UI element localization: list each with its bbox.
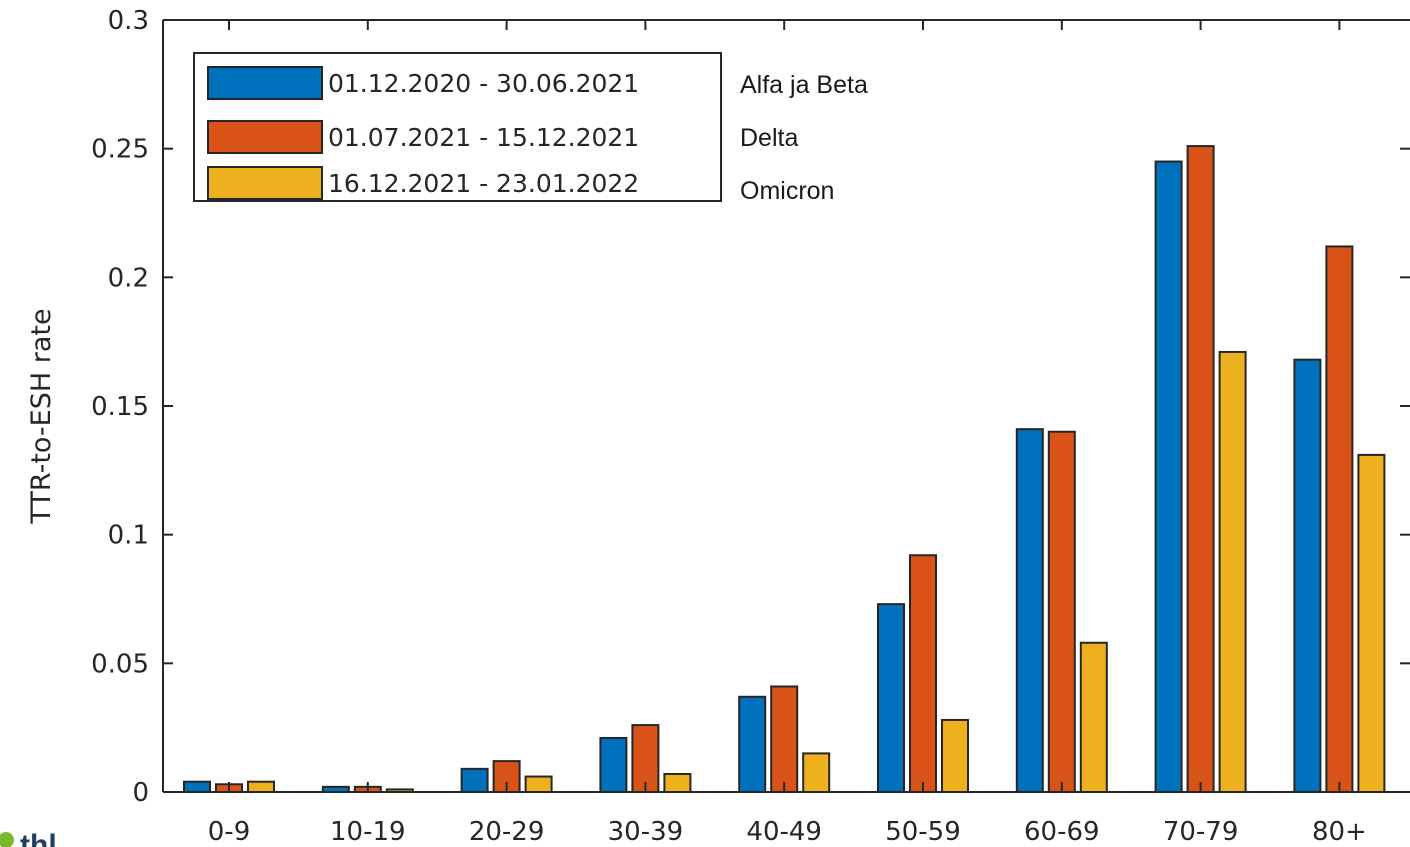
variant-label: Omicron — [740, 177, 834, 205]
bar-60-69-series-3 — [1079, 641, 1108, 793]
bar-50-59-series-3 — [941, 718, 969, 793]
bar-30-39-series-3 — [663, 772, 692, 794]
bar-30-39-series-1 — [599, 736, 628, 794]
y-axis-label: TTR-to-ESH rate — [26, 308, 57, 524]
y-tick-labels: 0 0.05 0.1 0.15 0.2 0.25 0.3 — [91, 6, 149, 808]
variant-labels: Alfa ja Beta Delta Omicron — [740, 71, 868, 205]
bar-20-29-series-1 — [460, 767, 489, 794]
bar-40-49-series-3 — [802, 752, 831, 794]
bar-40-49-series-1 — [738, 695, 767, 794]
bar-50-59-series-2 — [909, 554, 937, 794]
legend-swatch — [207, 166, 323, 200]
bar-60-69-series-2 — [1047, 430, 1076, 793]
x-tick-label: 10-19 — [330, 817, 406, 847]
bar-0-9-series-1 — [183, 780, 211, 793]
legend-entry-text: 01.07.2021 - 15.12.2021 — [328, 123, 639, 152]
y-tick-label: 0 — [132, 778, 149, 808]
legend: 01.12.2020 - 30.06.2021 01.07.2021 - 15.1… — [193, 52, 722, 202]
logo-text: thl — [20, 829, 57, 847]
y-tick-label: 0.3 — [108, 6, 149, 36]
x-tick-label: 20-29 — [469, 817, 545, 847]
y-tick-label: 0.2 — [108, 263, 149, 293]
legend-entry-text: 16.12.2021 - 23.01.2022 — [328, 169, 639, 198]
x-tick-label: 50-59 — [885, 817, 961, 847]
bar-0-9-series-3 — [247, 780, 275, 793]
x-tick-label: 80+ — [1312, 817, 1367, 847]
bar-70-79-series-1 — [1154, 160, 1183, 794]
bar-30-39-series-2 — [631, 724, 660, 793]
variant-label: Alfa ja Beta — [740, 71, 868, 99]
bar-80+-series-3 — [1357, 453, 1386, 793]
x-tick-labels: 0-9 10-19 20-29 30-39 40-49 50-59 60-69 70-79 80… — [208, 817, 1367, 847]
bar-60-69-series-1 — [1015, 428, 1044, 793]
x-tick-label: 30-39 — [608, 817, 684, 847]
x-tick-label: 40-49 — [746, 817, 822, 847]
legend-swatch — [207, 120, 323, 154]
bar-40-49-series-2 — [770, 685, 799, 794]
legend-entry-text: 01.12.2020 - 30.06.2021 — [328, 69, 639, 98]
axes-group — [162, 19, 1410, 793]
logo-dot — [0, 832, 14, 847]
bars-group — [183, 145, 1386, 794]
logo: thl — [0, 829, 57, 847]
y-tick-label: 0.05 — [91, 649, 149, 679]
y-tick-label: 0.15 — [91, 392, 149, 422]
bar-80+-series-1 — [1293, 358, 1322, 793]
bar-50-59-series-1 — [877, 603, 905, 793]
bar-20-29-series-3 — [524, 775, 553, 793]
x-tick-label: 60-69 — [1024, 817, 1100, 847]
legend-swatch — [207, 66, 323, 100]
variant-label: Delta — [740, 124, 798, 152]
bar-70-79-series-3 — [1218, 350, 1247, 793]
y-tick-label: 0.25 — [91, 135, 149, 165]
x-tick-label: 0-9 — [208, 817, 250, 847]
x-tick-label: 70-79 — [1163, 817, 1239, 847]
bar-80+-series-2 — [1325, 245, 1354, 794]
y-tick-label: 0.1 — [108, 521, 149, 551]
bar-70-79-series-2 — [1186, 145, 1215, 794]
